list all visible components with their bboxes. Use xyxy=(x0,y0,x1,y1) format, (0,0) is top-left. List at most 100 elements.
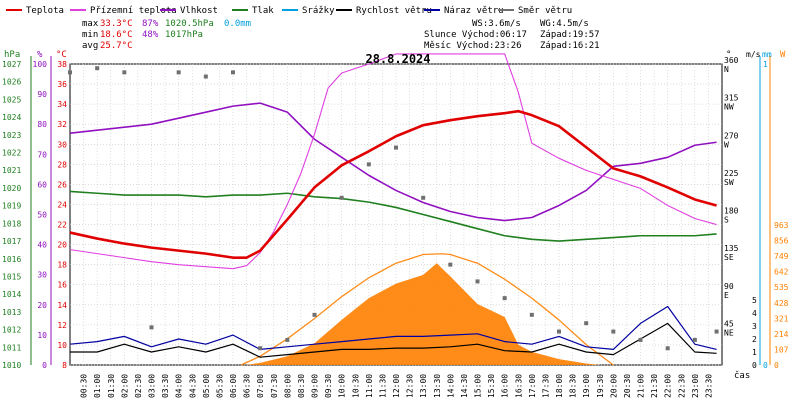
x-tick-label: 07:00 xyxy=(256,374,265,398)
x-tick-label: 05:30 xyxy=(215,374,224,398)
temp-tick-label: 34 xyxy=(57,100,67,109)
chart-title: 28.8.2024 xyxy=(365,52,430,66)
stat-sun: Slunce Východ:06:17 xyxy=(424,30,527,40)
wind-direction-point xyxy=(203,74,208,79)
stat-avg-temp: 25.7°C xyxy=(100,41,133,51)
x-tick-label: 09:00 xyxy=(311,374,320,398)
unit-temp: °C xyxy=(56,50,67,60)
x-tick-label: 04:00 xyxy=(175,374,184,398)
x-tick-label: 19:00 xyxy=(582,374,591,398)
legend-label: Srážky xyxy=(302,6,335,16)
x-tick-label: 23:00 xyxy=(691,374,700,398)
pressure-tick-label: 1019 xyxy=(2,202,21,211)
pressure-tick-label: 1011 xyxy=(2,343,21,352)
unit-hpa: hPa xyxy=(4,50,20,60)
stat-moon-set: Západ:16:21 xyxy=(540,41,600,51)
pressure-tick-label: 1022 xyxy=(2,149,21,158)
solar-tick-label: 321 xyxy=(774,314,789,323)
temperature-line xyxy=(69,109,717,259)
stat-ws: WS:3.6m/s xyxy=(472,19,521,29)
wind-direction-point xyxy=(714,329,719,334)
x-tick-label: 14:30 xyxy=(460,374,469,398)
unit-wm2: W xyxy=(780,50,786,60)
temp-tick-label: 14 xyxy=(57,301,67,310)
stat-avg-label: avg xyxy=(82,41,98,51)
x-tick-label: 03:00 xyxy=(148,374,157,398)
solar-radiation-area xyxy=(246,263,600,365)
direction-tick-deg: 225 xyxy=(724,169,739,178)
pressure-tick-label: 1017 xyxy=(2,237,21,246)
humidity-tick-label: 70 xyxy=(37,150,47,159)
x-tick-label: 04:30 xyxy=(188,374,197,398)
unit-ms: m/s xyxy=(746,50,761,59)
wind-direction-point xyxy=(502,296,507,301)
wind-direction-point xyxy=(176,70,181,75)
wind-direction-point xyxy=(529,312,534,317)
stat-moon: Měsíc Východ:23:26 xyxy=(424,41,522,51)
x-tick-label: 05:00 xyxy=(202,374,211,398)
stat-max-label: max xyxy=(82,19,99,29)
direction-tick-dir: SE xyxy=(724,253,734,262)
x-tick-label: 17:00 xyxy=(528,374,537,398)
direction-tick-dir: E xyxy=(724,291,729,300)
x-tick-label: 13:30 xyxy=(433,374,442,398)
temp-tick-label: 12 xyxy=(57,321,67,330)
unit-time: čas xyxy=(734,370,750,381)
wind-direction-point xyxy=(95,66,100,71)
pressure-tick-label: 1010 xyxy=(2,361,21,370)
x-tick-label: 21:30 xyxy=(650,374,659,398)
temp-tick-label: 36 xyxy=(57,80,67,89)
wind-direction-point xyxy=(394,145,398,150)
x-tick-label: 19:30 xyxy=(596,374,605,398)
wind-tick-label: 5 xyxy=(752,296,757,305)
x-tick-label: 06:30 xyxy=(243,374,252,398)
humidity-tick-label: 10 xyxy=(37,331,47,340)
x-tick-label: 18:00 xyxy=(555,374,564,398)
x-tick-label: 06:00 xyxy=(229,374,238,398)
gust-line xyxy=(69,305,717,350)
humidity-tick-label: 60 xyxy=(37,180,47,189)
solar-tick-label: 535 xyxy=(774,283,789,292)
x-tick-label: 02:00 xyxy=(120,374,129,398)
legend: Teplota Přízemní teplota Vlhkost Tlak Srážky… xyxy=(6,6,572,16)
x-tick-label: 02:30 xyxy=(134,374,143,398)
direction-tick-deg: 360 xyxy=(724,56,739,65)
x-tick-label: 17:30 xyxy=(541,374,550,398)
pressure-tick-label: 1018 xyxy=(2,219,21,228)
pressure-tick-label: 1025 xyxy=(2,95,21,104)
x-tick-label: 01:00 xyxy=(93,374,102,398)
x-tick-label: 00:30 xyxy=(80,374,89,398)
temp-tick-label: 16 xyxy=(57,281,67,290)
pressure-tick-label: 1012 xyxy=(2,326,21,335)
x-tick-label: 16:30 xyxy=(514,374,523,398)
stat-max-rain: 0.0mm xyxy=(224,19,251,29)
stat-wg: WG:4.5m/s xyxy=(540,19,589,29)
stat-min-label: min xyxy=(82,30,98,40)
direction-tick-dir: NE xyxy=(724,328,734,337)
x-tick-label: 03:30 xyxy=(161,374,170,398)
stat-max-hum: 87% xyxy=(142,19,159,29)
legend-label: Teplota xyxy=(26,6,64,16)
x-tick-label: 15:30 xyxy=(487,374,496,398)
wind-direction-point xyxy=(665,346,670,351)
pressure-tick-label: 1014 xyxy=(2,290,21,299)
wind-direction-point xyxy=(611,329,616,334)
stat-sun-set: Západ:19:57 xyxy=(540,30,600,40)
temp-tick-label: 18 xyxy=(57,261,67,270)
temp-tick-label: 30 xyxy=(57,140,67,149)
pressure-line xyxy=(69,190,717,242)
legend-label: Směr větru xyxy=(518,6,572,16)
legend-label: Tlak xyxy=(252,6,274,16)
temp-tick-label: 28 xyxy=(57,160,67,169)
stat-max-press: 1020.5hPa xyxy=(165,19,214,29)
temp-tick-label: 22 xyxy=(57,221,67,230)
solar-tick-label: 642 xyxy=(774,268,789,277)
x-tick-label: 10:00 xyxy=(338,374,347,398)
direction-tick-deg: 270 xyxy=(724,131,739,140)
wind-direction-point xyxy=(122,70,127,75)
x-tick-label: 10:30 xyxy=(351,374,360,398)
humidity-tick-label: 30 xyxy=(37,271,47,280)
humidity-tick-label: 90 xyxy=(37,90,47,99)
wind-direction-point xyxy=(149,325,154,330)
wind-direction-point xyxy=(285,337,290,342)
